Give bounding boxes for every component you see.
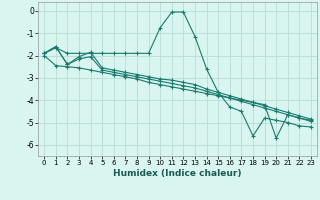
X-axis label: Humidex (Indice chaleur): Humidex (Indice chaleur) — [113, 169, 242, 178]
